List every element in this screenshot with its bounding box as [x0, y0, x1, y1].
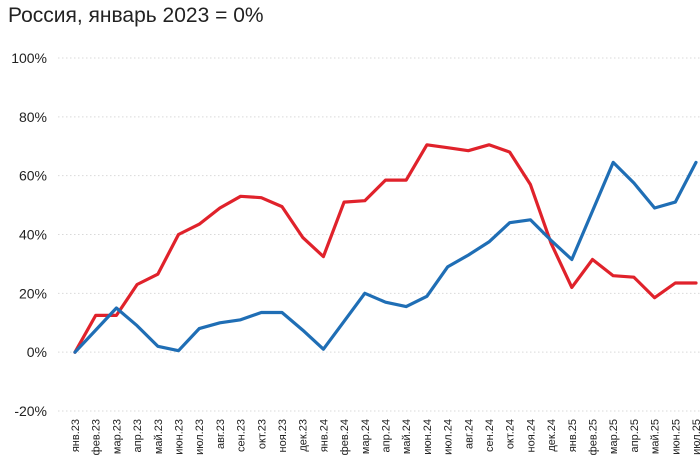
chart-title: Россия, январь 2023 = 0%: [8, 4, 264, 27]
x-tick-label: фев.24: [339, 419, 351, 455]
x-tick-label: янв.24: [318, 419, 330, 452]
x-tick-label: июн.23: [174, 419, 186, 455]
y-tick-label: 40%: [19, 227, 47, 243]
y-tick-label: 80%: [19, 109, 47, 125]
x-tick-label: дек.24: [546, 419, 558, 452]
series-lines: [73, 143, 698, 354]
x-tick-label: май.25: [650, 419, 662, 454]
x-tick-label: окт.23: [256, 419, 268, 449]
gridlines: [58, 57, 700, 412]
y-tick-label: 100%: [11, 50, 47, 66]
y-tick-label: 0%: [27, 344, 47, 360]
x-tick-label: сен.23: [236, 419, 248, 452]
y-tick-label: -20%: [14, 403, 47, 419]
x-axis-tick-labels: янв.23 фев.23 мар.23 апр.23 май.23 июн.23 июл.…: [70, 419, 700, 455]
x-tick-label: мар.23: [111, 419, 123, 454]
x-tick-label: июн.25: [670, 419, 682, 455]
y-axis-tick-labels: -20% 0% 20% 40% 60% 80% 100%: [11, 50, 47, 419]
x-tick-label: мар.24: [360, 419, 372, 454]
x-tick-label: апр.23: [132, 419, 144, 452]
x-tick-label: июл.25: [691, 419, 700, 455]
x-tick-label: ноя.24: [525, 419, 537, 452]
x-tick-label: янв.25: [567, 419, 579, 452]
x-tick-label: фев.25: [588, 419, 600, 455]
y-tick-label: 20%: [19, 285, 47, 301]
x-tick-label: июн.24: [422, 419, 434, 455]
x-tick-label: апр.25: [629, 419, 641, 452]
x-tick-label: фев.23: [91, 419, 103, 455]
x-tick-label: апр.24: [381, 419, 393, 452]
x-tick-label: дек.23: [298, 419, 310, 452]
x-tick-label: авг.23: [215, 419, 227, 449]
x-tick-label: июл.24: [443, 419, 455, 455]
x-tick-label: май.24: [401, 419, 413, 454]
x-tick-label: ноя.23: [277, 419, 289, 452]
x-tick-label: июл.23: [194, 419, 206, 455]
x-tick-label: окт.24: [505, 419, 517, 449]
x-tick-label: мар.25: [608, 419, 620, 454]
x-tick-label: авг.24: [463, 419, 475, 449]
y-tick-label: 60%: [19, 168, 47, 184]
x-tick-label: сен.24: [484, 419, 496, 452]
x-tick-label: май.23: [153, 419, 165, 454]
x-tick-label: янв.23: [70, 419, 82, 452]
